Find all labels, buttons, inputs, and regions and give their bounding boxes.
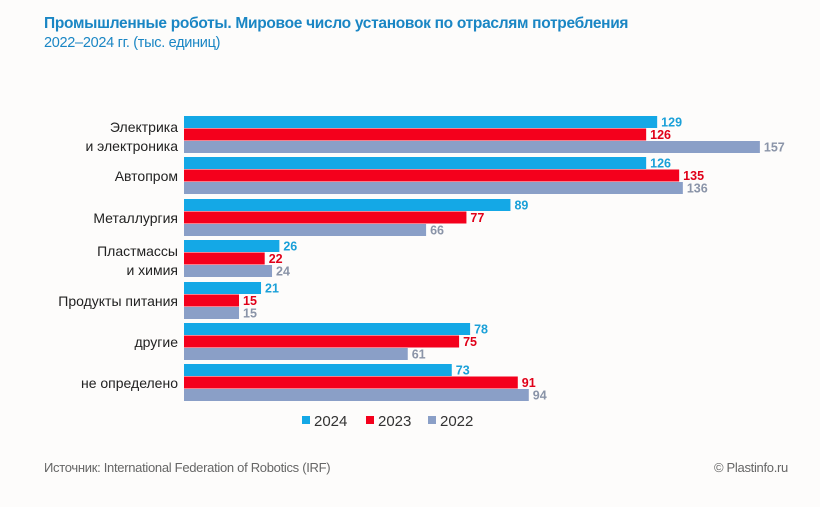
category-label: Продукты питания: [58, 293, 178, 309]
bar-2024: [184, 157, 647, 169]
source-note: Источник: International Federation of Ro…: [44, 460, 331, 475]
data-label-2022: 136: [687, 182, 708, 196]
bar-2024: [184, 323, 471, 335]
category-label: Металлургия: [93, 210, 178, 226]
data-label-2022: 15: [243, 307, 257, 321]
bar-2023: [184, 128, 647, 141]
data-label-2023: 135: [683, 169, 704, 183]
data-label-2023: 126: [650, 128, 671, 142]
legend-swatch-2023: [366, 416, 374, 424]
bar-2024: [184, 364, 452, 376]
bar-2022: [184, 389, 529, 401]
bar-2022: [184, 224, 427, 236]
data-label-2024: 26: [283, 240, 297, 254]
bar-2023: [184, 335, 460, 348]
bar-2024: [184, 116, 658, 128]
data-label-2023: 91: [522, 376, 536, 390]
legend-swatch-2022: [428, 416, 436, 424]
data-label-2023: 75: [463, 335, 477, 349]
data-label-2024: 73: [456, 364, 470, 378]
legend-label-2023: 2023: [378, 413, 411, 430]
data-label-2023: 22: [269, 252, 283, 266]
copyright-note: © Plastinfo.ru: [713, 460, 788, 475]
data-label-2023: 77: [470, 211, 484, 225]
legend-swatch-2024: [302, 416, 310, 424]
category-label: Электрика и электроника: [85, 119, 178, 154]
data-label-2024: 21: [265, 282, 279, 296]
data-label-2022: 157: [764, 141, 785, 155]
bar-2022: [184, 182, 683, 194]
data-label-2024: 78: [474, 323, 488, 337]
bar-2024: [184, 282, 262, 294]
bar-2023: [184, 294, 240, 307]
bar-2023: [184, 169, 680, 182]
legend-label-2022: 2022: [440, 413, 473, 430]
category-label: не определено: [81, 375, 178, 391]
data-label-2024: 89: [514, 199, 528, 213]
bar-2022: [184, 265, 273, 277]
bar-2023: [184, 376, 518, 389]
bar-2024: [184, 199, 511, 211]
bar-2024: [184, 240, 280, 252]
data-label-2024: 126: [650, 157, 671, 171]
data-label-2022: 66: [430, 224, 444, 238]
bar-2022: [184, 307, 240, 319]
category-label: другие: [134, 334, 178, 350]
data-label-2024: 129: [661, 116, 682, 130]
bar-2023: [184, 211, 467, 224]
category-label: Автопром: [115, 168, 178, 184]
data-label-2023: 15: [243, 294, 257, 308]
chart-title: Промышленные роботы. Мировое число устан…: [44, 15, 629, 32]
data-label-2022: 94: [533, 389, 547, 403]
legend-label-2024: 2024: [314, 413, 347, 430]
category-label: Пластмассы и химия: [97, 243, 178, 278]
data-label-2022: 24: [276, 265, 290, 279]
chart-subtitle: 2022–2024 гг. (тыс. единиц): [44, 35, 221, 51]
bar-2023: [184, 252, 265, 265]
data-label-2022: 61: [412, 348, 426, 362]
bar-2022: [184, 141, 760, 153]
bar-2022: [184, 348, 408, 360]
